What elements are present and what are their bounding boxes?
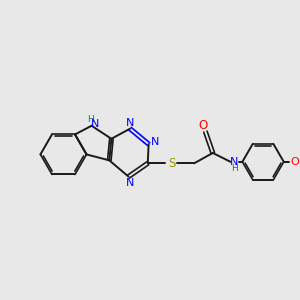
Text: S: S xyxy=(168,157,176,170)
Text: N: N xyxy=(91,119,99,129)
Text: O: O xyxy=(290,157,299,167)
Text: N: N xyxy=(230,157,238,167)
Text: N: N xyxy=(126,118,134,128)
Text: N: N xyxy=(151,137,159,147)
Text: H: H xyxy=(231,164,238,173)
Text: N: N xyxy=(125,178,134,188)
Text: O: O xyxy=(198,119,208,132)
Text: H: H xyxy=(88,115,94,124)
